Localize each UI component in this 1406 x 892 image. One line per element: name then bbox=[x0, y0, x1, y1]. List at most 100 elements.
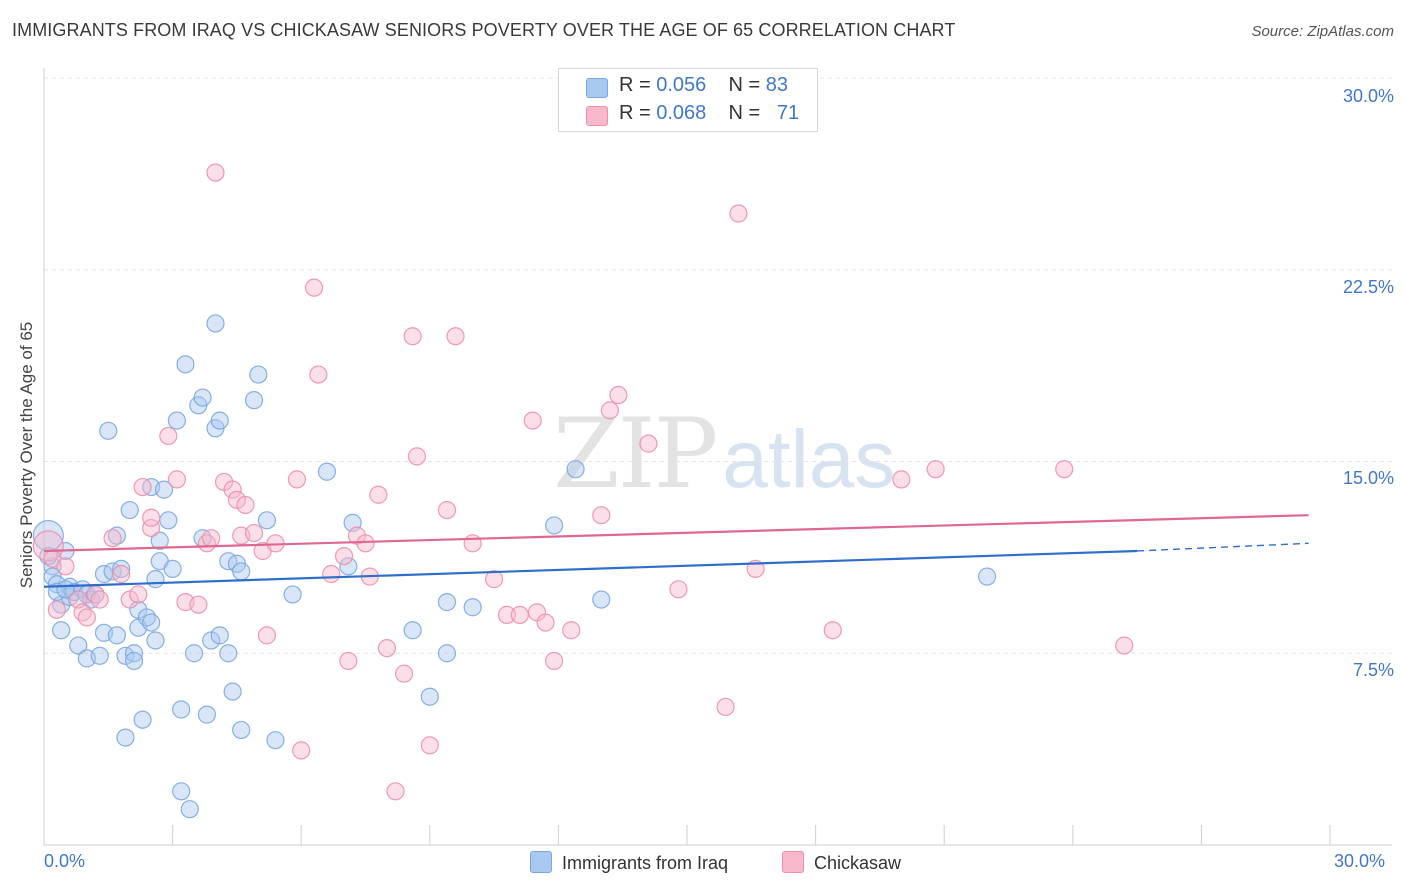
chickasaw-point bbox=[600, 401, 619, 420]
chickasaw-point bbox=[304, 278, 324, 297]
iraq-point bbox=[403, 621, 422, 640]
chickasaw-point bbox=[292, 741, 311, 760]
iraq-point bbox=[167, 411, 186, 430]
chickasaw-point bbox=[287, 470, 307, 489]
chickasaw-point bbox=[716, 697, 735, 717]
chickasaw-point bbox=[322, 564, 341, 584]
y-tick-label: 7.5% bbox=[1352, 660, 1394, 680]
iraq-point bbox=[99, 421, 118, 440]
bottom-legend-label-iraq: Immigrants from Iraq bbox=[562, 853, 729, 873]
chickasaw-point bbox=[523, 411, 542, 430]
y-axis-label: Seniors Poverty Over the Age of 65 bbox=[17, 321, 36, 589]
iraq-point bbox=[339, 557, 358, 576]
iraq-point bbox=[249, 365, 268, 384]
chickasaw-point bbox=[497, 605, 517, 625]
chickasaw-point bbox=[142, 518, 161, 538]
chickasaw-point bbox=[257, 626, 277, 645]
iraq-point bbox=[545, 516, 564, 535]
legend-row-iraq: R = 0.056 N = 83 bbox=[586, 74, 789, 98]
legend-n-label: N = bbox=[728, 74, 766, 96]
legend-r-value: 0.056 bbox=[656, 74, 707, 96]
chickasaw-point bbox=[536, 613, 555, 632]
y-tick-label: 30.0% bbox=[1342, 86, 1394, 106]
chickasaw-point bbox=[386, 782, 405, 801]
iraq-point bbox=[90, 646, 109, 665]
chickasaw-point bbox=[669, 580, 688, 599]
x-tick-label-max: 30.0% bbox=[1334, 851, 1386, 871]
iraq-trend-line bbox=[43, 549, 1138, 588]
iraq-point bbox=[172, 782, 191, 801]
iraq-point bbox=[437, 593, 457, 612]
chickasaw-point bbox=[446, 327, 465, 346]
chickasaw-point bbox=[394, 664, 414, 683]
chickasaw-point bbox=[244, 523, 264, 543]
iraq-point bbox=[154, 480, 174, 499]
iraq-point bbox=[159, 511, 178, 530]
iraq-point bbox=[146, 570, 165, 589]
chickasaw-point bbox=[90, 590, 109, 609]
iraq-point bbox=[202, 631, 221, 650]
source-label: Source: ZipAtlas.com bbox=[1251, 23, 1394, 40]
iraq-point bbox=[437, 644, 457, 663]
chickasaw-point bbox=[103, 529, 122, 548]
iraq-point bbox=[180, 800, 199, 819]
chickasaw-point bbox=[485, 570, 504, 589]
iraq-point bbox=[124, 651, 144, 671]
x-tick-label-min: 0.0% bbox=[44, 851, 86, 871]
bottom-legend-iraq: Immigrants from Iraq bbox=[530, 851, 728, 874]
iraq-point bbox=[176, 355, 195, 374]
y-tick-label: 15.0% bbox=[1342, 468, 1394, 488]
iraq-point bbox=[592, 590, 611, 609]
iraq-point bbox=[133, 710, 152, 729]
chickasaw-point bbox=[403, 327, 422, 346]
chickasaw-point bbox=[112, 564, 131, 584]
chickasaw-point bbox=[510, 605, 529, 625]
legend-n-value: 83 bbox=[765, 74, 789, 96]
iraq-point bbox=[184, 644, 204, 663]
iraq-point bbox=[120, 500, 139, 520]
chickasaw-point bbox=[227, 490, 246, 509]
chickasaw-trend-line bbox=[43, 514, 1309, 553]
iraq-point bbox=[206, 314, 225, 333]
iraq-point bbox=[172, 700, 191, 719]
iraq-point bbox=[977, 567, 997, 586]
legend-r-label: R = bbox=[619, 102, 657, 124]
chart-title: IMMIGRANTS FROM IRAQ VS CHICKASAW SENIOR… bbox=[12, 20, 956, 40]
chickasaw-point bbox=[729, 204, 748, 223]
chickasaw-point bbox=[159, 426, 178, 446]
chickasaw-point bbox=[609, 385, 628, 405]
iraq-point bbox=[69, 636, 88, 655]
iraq-point bbox=[197, 705, 216, 724]
chickasaw-point bbox=[236, 495, 255, 515]
chickasaw-point bbox=[926, 460, 945, 479]
chickasaw-point bbox=[47, 600, 66, 619]
bottom-legend-chickasaw: Chickasaw bbox=[782, 851, 901, 874]
chickasaw-point bbox=[32, 530, 64, 562]
chickasaw-point bbox=[202, 529, 221, 548]
iraq-point bbox=[142, 613, 161, 632]
correlation-legend: R = 0.056 N = 83 R = 0.068 N = 71 bbox=[558, 68, 818, 132]
iraq-point bbox=[124, 644, 144, 663]
iraq-point bbox=[146, 631, 165, 650]
chickasaw-point bbox=[133, 477, 152, 497]
chickasaw-point bbox=[56, 557, 75, 576]
chickasaw-point bbox=[823, 621, 842, 640]
iraq-point bbox=[266, 731, 285, 750]
chickasaw-point bbox=[407, 447, 427, 466]
bottom-legend-swatch-chickasaw bbox=[782, 851, 804, 873]
iraq-point bbox=[317, 462, 337, 481]
chickasaw-point bbox=[206, 163, 225, 182]
iraq-point bbox=[463, 598, 482, 617]
iraq-point bbox=[232, 562, 251, 581]
legend-n-value: 71 bbox=[776, 102, 800, 124]
iraq-point bbox=[283, 585, 302, 604]
iraq-point bbox=[420, 687, 439, 706]
chickasaw-point bbox=[562, 621, 581, 640]
iraq-point bbox=[193, 388, 212, 407]
chickasaw-point bbox=[339, 651, 358, 671]
legend-r-value: 0.068 bbox=[656, 102, 707, 124]
iraq-point bbox=[116, 728, 135, 747]
iraq-point bbox=[219, 644, 238, 663]
chickasaw-point bbox=[377, 639, 397, 658]
